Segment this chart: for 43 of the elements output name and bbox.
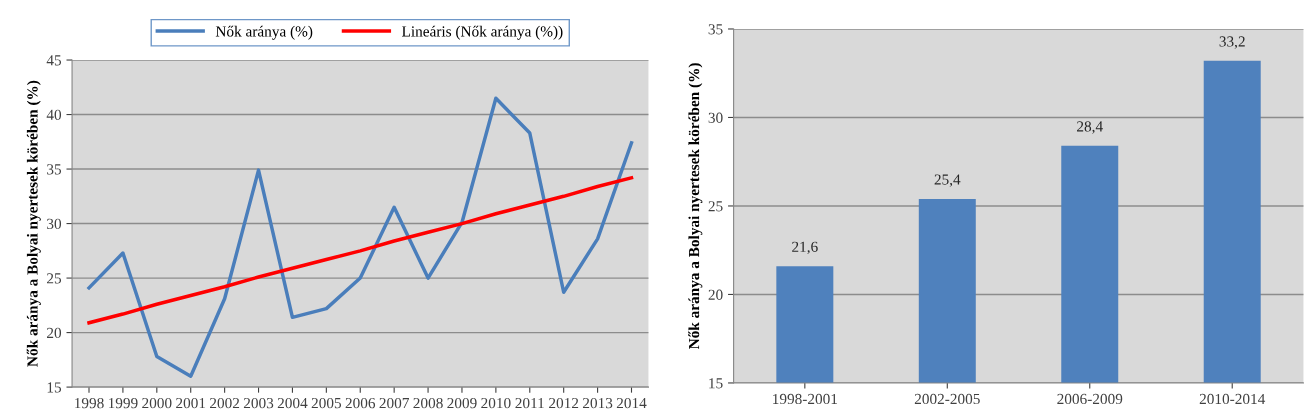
x-tick-label: 2002 — [210, 397, 240, 409]
x-tick-label: 1998 — [75, 397, 104, 409]
x-tick-label: 2002-2005 — [914, 393, 980, 405]
y-tick-label: 20 — [47, 327, 62, 339]
y-tick-label: 15 — [709, 378, 723, 389]
line-series — [87, 176, 634, 325]
y-tick-label: 35 — [708, 24, 723, 35]
y-tick-label: 30 — [708, 112, 723, 123]
y-axis-title: Nők aránya a Bolyai nyertesek körében (%) — [688, 63, 703, 350]
y-tick-label: 15 — [47, 382, 62, 393]
x-tick-label: 2012 — [549, 397, 579, 409]
y-tick-label: 20 — [708, 289, 723, 300]
x-tick-label: 1998-2001 — [773, 393, 838, 405]
x-tick-label: 2007 — [379, 397, 409, 409]
y-tick-label: 35 — [47, 164, 62, 175]
legend-label: Lineáris (Nők aránya (%)) — [402, 25, 563, 40]
y-tick-label: 30 — [47, 218, 62, 230]
x-tick-label: 2006-2009 — [1057, 393, 1123, 405]
data-label: 28,4 — [1077, 121, 1103, 134]
x-tick-label: 2005 — [311, 397, 342, 409]
x-tick-label: 2013 — [582, 397, 613, 409]
x-tick-label: 2003 — [243, 397, 274, 409]
y-tick-label: 25 — [47, 273, 62, 284]
x-tick-label: 2004 — [277, 397, 308, 409]
y-tick-label: 40 — [46, 109, 62, 120]
x-tick-label: 2009 — [447, 397, 477, 409]
data-label: 21,6 — [792, 241, 818, 255]
legend-label: Nők aránya (%) — [215, 25, 313, 40]
y-tick-label: 25 — [708, 201, 723, 212]
x-tick-label: 2000 — [142, 397, 172, 409]
y-tick-label: 45 — [46, 55, 62, 66]
x-tick-label: 2008 — [413, 397, 443, 409]
x-tick-label: 2010 — [481, 397, 511, 409]
x-tick-label: 2001 — [176, 397, 206, 409]
data-label: 25,4 — [934, 174, 961, 187]
line-series — [87, 96, 634, 378]
x-tick-label: 2006 — [345, 397, 376, 409]
x-tick-label: 2014 — [616, 397, 647, 409]
x-tick-label: 2011 — [515, 397, 544, 409]
y-axis-title: Nők aránya a Bolyai nyertesek körében (%) — [26, 80, 41, 367]
x-tick-label: 2010-2014 — [1199, 393, 1266, 405]
data-label: 33,2 — [1219, 36, 1245, 49]
x-tick-label: 1999 — [108, 397, 138, 409]
